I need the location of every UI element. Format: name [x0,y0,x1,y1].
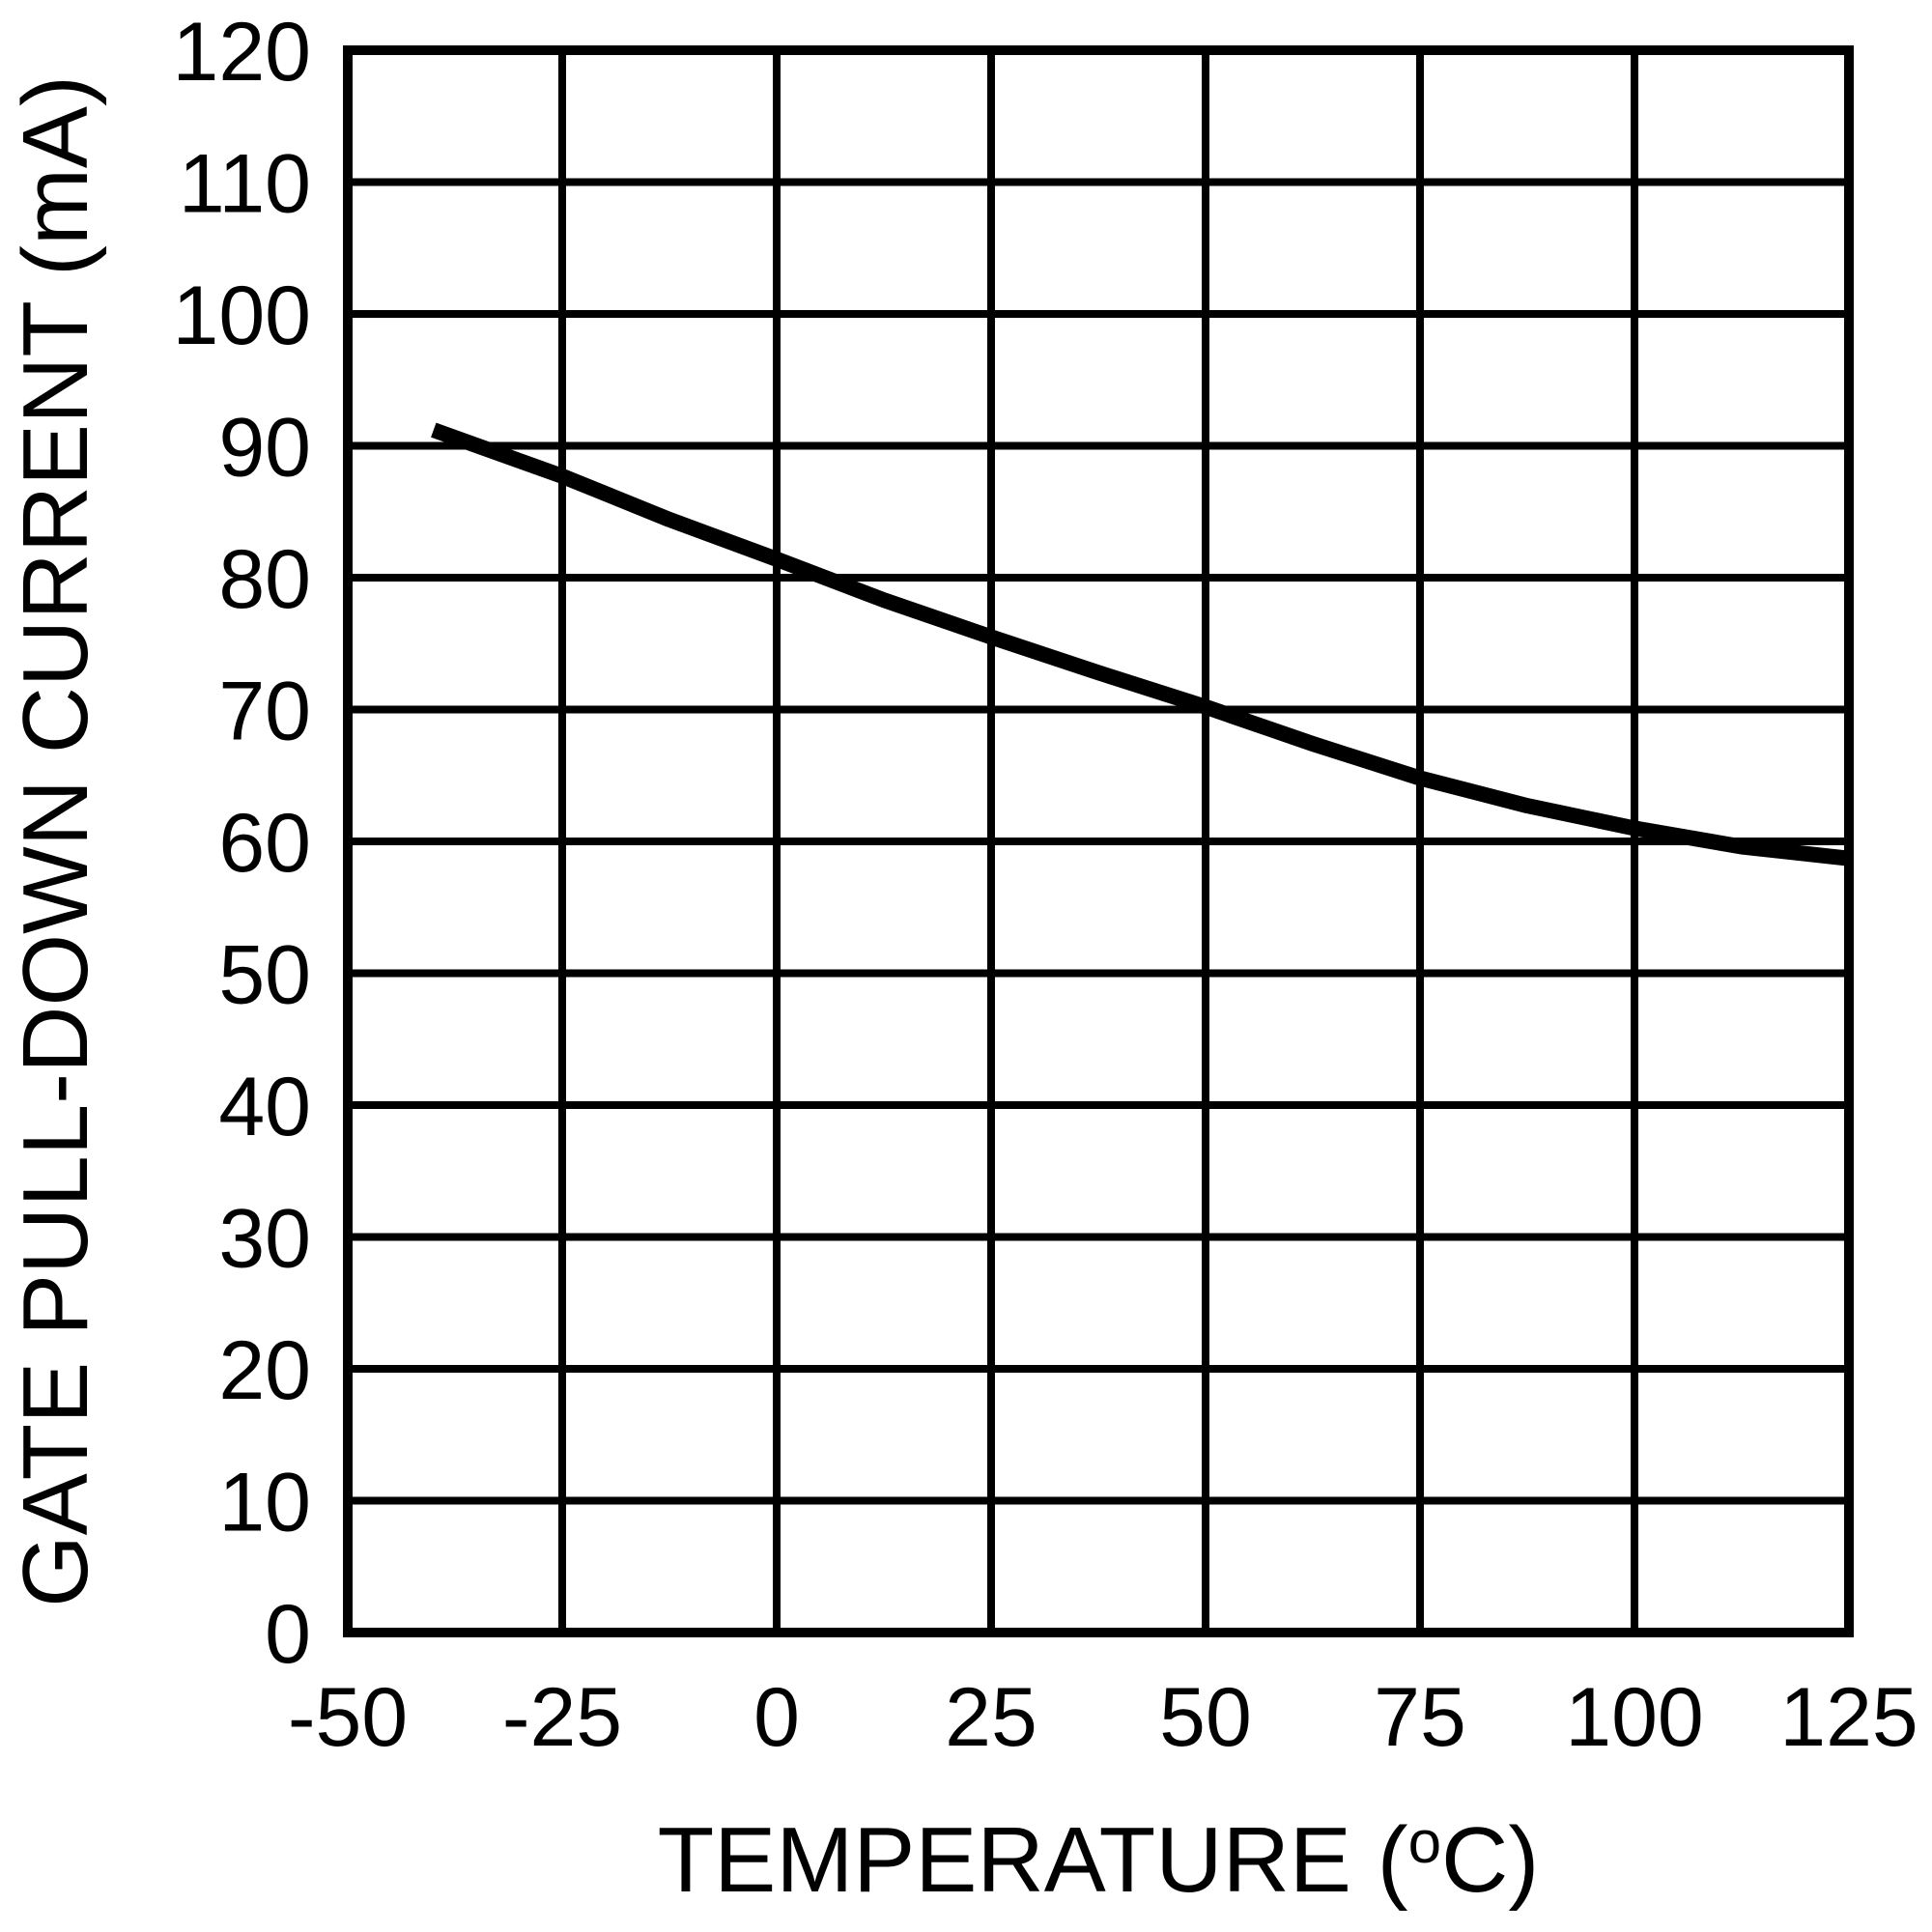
y-tick-label: 90 [218,402,311,495]
y-tick-label: 40 [218,1061,311,1153]
data-curve [431,422,1850,867]
y-tick-label: 0 [265,1588,311,1681]
x-tick-label: -25 [502,1671,622,1764]
y-tick-label: 110 [179,138,311,231]
x-tick-label: -50 [288,1671,408,1764]
y-tick-label: 60 [218,797,311,890]
y-axis-title: GATE PULL-DOWN CURRENT (mA) [4,75,107,1607]
x-tick-label: 125 [1779,1671,1918,1764]
x-axis-title: TEMPERATURE (oC) [658,1808,1540,1912]
x-tick-labels: -50 -25 0 25 50 75 100 125 [288,1671,1918,1764]
x-tick-label: 75 [1374,1671,1466,1764]
y-tick-label: 100 [173,270,312,362]
y-tick-labels: 0 10 20 30 40 50 60 70 80 90 100 110 120 [173,6,312,1681]
x-tick-label: 25 [945,1671,1037,1764]
y-tick-label: 50 [218,929,311,1022]
x-tick-label: 0 [753,1671,800,1764]
y-tick-label: 80 [218,533,311,626]
y-tick-label: 20 [218,1324,311,1417]
plot-border [343,45,1854,1637]
y-tick-label: 10 [218,1457,311,1549]
x-tick-label: 100 [1565,1671,1704,1764]
y-tick-label: 120 [173,6,312,99]
gridlines [344,46,1853,1636]
y-tick-label: 30 [218,1193,311,1286]
x-tick-label: 50 [1159,1671,1252,1764]
y-tick-label: 70 [218,666,311,758]
